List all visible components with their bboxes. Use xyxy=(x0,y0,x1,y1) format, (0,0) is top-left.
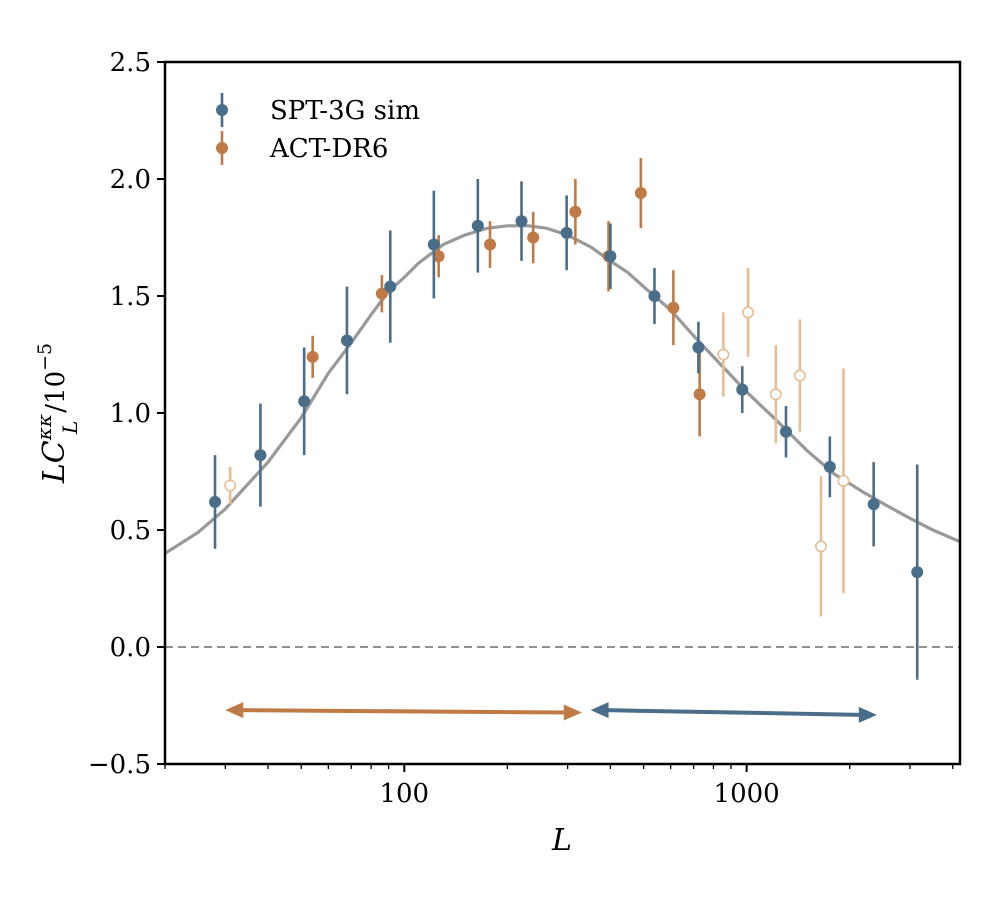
legend-entry-spt-3g-sim: SPT-3G sim xyxy=(216,93,420,127)
act-dr6-open-point xyxy=(769,388,782,401)
x-axis-label: L xyxy=(551,823,572,858)
legend-entry-act-dr6: ACT-DR6 xyxy=(216,131,388,165)
spt-3g-sim-point xyxy=(515,215,528,228)
y-tick-label: 2.0 xyxy=(110,165,151,195)
y-tick-label: 2.5 xyxy=(110,48,151,78)
range-arrow-shaft xyxy=(241,708,566,715)
spt-3g-sim-point xyxy=(560,226,573,239)
y-axis-label-subscript: L xyxy=(58,421,82,435)
act-dr6-point xyxy=(484,238,497,251)
act-dr6-point xyxy=(634,187,647,200)
spt-3g-sim-point xyxy=(648,290,661,302)
act-dr6-open-point xyxy=(793,369,806,382)
series-act-dr6-open xyxy=(224,267,850,617)
legend: SPT-3G sim ACT-DR6 xyxy=(216,93,420,165)
spt-3g-sim-point xyxy=(911,566,924,579)
range-arrow-1 xyxy=(225,702,582,721)
y-tick-label: 0.5 xyxy=(110,516,151,546)
act-dr6-point xyxy=(693,388,706,401)
spt-3g-sim-point xyxy=(384,280,397,293)
y-tick-label: 0.0 xyxy=(110,633,151,663)
range-arrow-head-left xyxy=(590,702,609,719)
spt-3g-sim-point xyxy=(736,383,749,396)
spt-3g-sim-point xyxy=(779,425,792,438)
y-axis-label: LCκκ L/10−5 xyxy=(32,343,82,484)
y-axis-label-exponent: −5 xyxy=(34,343,56,371)
x-tick-label: 100 xyxy=(379,779,429,809)
legend-marker-point xyxy=(216,104,228,116)
act-dr6-open-point xyxy=(814,540,827,553)
model-curve-layer xyxy=(165,224,960,555)
act-dr6-open-point xyxy=(837,474,850,487)
y-tick-label: 1.0 xyxy=(110,399,151,429)
axes-layer: −0.5 0.0 0.5 1.0 1.5 2.0 2.5 100 1000 xyxy=(88,48,954,809)
spt-3g-sim-point xyxy=(340,334,353,347)
model-curve xyxy=(165,224,960,555)
legend-label: SPT-3G sim xyxy=(270,96,420,126)
y-tick-label: 1.5 xyxy=(110,282,151,312)
spt-3g-sim-point xyxy=(298,395,311,408)
spt-3g-sim-point xyxy=(254,449,267,462)
x-tick-label: 1000 xyxy=(714,779,780,809)
y-axis-label-main: LC xyxy=(37,440,72,484)
act-dr6-open-point xyxy=(224,479,237,492)
legend-marker-point xyxy=(216,142,228,154)
act-dr6-point xyxy=(569,205,582,218)
spt-3g-sim-point xyxy=(427,238,440,251)
act-dr6-point xyxy=(432,250,445,263)
spt-3g-sim-point xyxy=(604,250,617,263)
spt-3g-sim-point xyxy=(209,495,222,508)
range-arrows-layer xyxy=(225,702,877,723)
act-dr6-open-point xyxy=(742,306,755,319)
y-axis-label-superscript: κκ xyxy=(32,414,56,441)
range-arrow-2 xyxy=(590,702,877,723)
act-dr6-point xyxy=(667,301,680,314)
range-arrow-head-left xyxy=(225,702,244,719)
act-dr6-point xyxy=(375,287,388,300)
y-tick-label: −0.5 xyxy=(88,750,151,780)
act-dr6-open-point xyxy=(717,348,730,361)
spt-3g-sim-point xyxy=(823,460,836,473)
act-dr6-point xyxy=(306,350,319,363)
y-axis-label-suffix: /10 xyxy=(41,371,71,413)
spt-3g-sim-point xyxy=(692,341,705,354)
act-dr6-point xyxy=(527,231,540,244)
data-points-layer xyxy=(209,157,924,680)
spt-3g-sim-point xyxy=(867,498,880,511)
range-arrow-head-right xyxy=(563,704,582,721)
range-arrow-head-right xyxy=(858,706,877,723)
spt-3g-sim-point xyxy=(471,219,484,232)
range-arrow-shaft xyxy=(606,708,861,717)
legend-label: ACT-DR6 xyxy=(269,134,388,164)
series-spt-3g-sim xyxy=(209,179,924,680)
